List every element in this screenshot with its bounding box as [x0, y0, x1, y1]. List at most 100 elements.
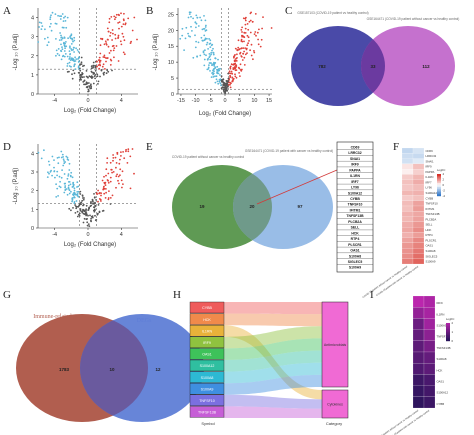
heatmap-legend-swatch — [437, 188, 441, 191]
volcano-point — [219, 74, 221, 76]
x-tick-label: 0 — [86, 232, 89, 238]
heatmap-legend-swatch — [437, 175, 441, 178]
volcano-point — [60, 176, 63, 179]
volcano-point — [94, 69, 97, 72]
volcano-point — [245, 47, 248, 50]
gene-table-cell: IFITM1 — [350, 208, 361, 212]
volcano-point — [247, 28, 250, 31]
volcano-point — [103, 54, 106, 57]
volcano-point — [209, 39, 212, 42]
volcano-point — [195, 26, 197, 29]
volcano-point — [77, 61, 80, 63]
heatmap-legend-swatch — [446, 338, 450, 340]
volcano-point — [216, 80, 219, 83]
volcano-point — [98, 210, 101, 213]
volcano-point — [100, 69, 103, 71]
volcano-point — [69, 45, 71, 48]
volcano-point — [72, 207, 74, 209]
volcano-point — [70, 65, 72, 68]
volcano-point — [107, 198, 110, 201]
volcano-point — [112, 49, 115, 52]
volcano-point — [61, 55, 64, 58]
volcano-point — [192, 17, 195, 20]
heatmap-cell — [401, 216, 414, 222]
y-tick-label: 2 — [31, 189, 34, 195]
heatmap-cell — [401, 221, 414, 228]
venn-g-overlap-count: 10 — [109, 367, 115, 372]
x-tick-label: 4 — [120, 98, 123, 104]
volcano-point — [96, 65, 98, 68]
volcano-point — [203, 39, 206, 42]
volcano-point — [64, 47, 66, 50]
gene-table-cell: S100A8 — [349, 254, 361, 258]
volcano-point — [97, 212, 99, 215]
volcano-point — [99, 44, 102, 47]
volcano-point — [93, 203, 95, 205]
heatmap-legend-swatch — [437, 186, 441, 189]
volcano-point — [63, 162, 66, 165]
volcano-point — [211, 49, 213, 52]
heatmap-cell — [412, 374, 425, 386]
volcano-point — [234, 59, 237, 62]
volcano-point — [92, 67, 94, 69]
gene-table-cell: OAS1 — [350, 249, 359, 253]
volcano-point — [120, 155, 122, 157]
volcano-point — [103, 187, 106, 190]
volcano-point — [242, 35, 245, 38]
panel-label-d: D — [3, 141, 11, 153]
sankey-category-label: Cytokines — [327, 403, 343, 407]
volcano-point — [190, 25, 192, 28]
volcano-point — [91, 216, 94, 219]
volcano-point — [107, 70, 110, 73]
volcano-point — [223, 81, 226, 84]
volcano-point — [71, 73, 73, 76]
gene-table-cell: PLCB2A — [348, 220, 362, 224]
volcano-point — [212, 47, 214, 50]
volcano-point — [195, 40, 198, 43]
heatmap-cell — [412, 237, 425, 243]
heatmap-row-label: IRF7 — [426, 180, 433, 184]
volcano-point — [103, 185, 105, 188]
volcano-point — [65, 45, 68, 48]
volcano-point — [194, 34, 196, 37]
sankey-symbol-node — [189, 394, 225, 406]
volcano-point — [64, 20, 67, 22]
volcano-point — [203, 28, 206, 30]
volcano-point — [127, 148, 130, 151]
gene-table-cell: CYBB — [350, 197, 360, 201]
volcano-point — [102, 56, 105, 58]
volcano-point — [207, 68, 210, 70]
x-tick-label: -4 — [52, 232, 57, 238]
x-tick-label: -10 — [192, 98, 200, 104]
volcano-point — [61, 169, 63, 172]
volcano-point — [103, 192, 106, 195]
heatmap-i: LogFC IRF9 IL1RN S100A9 TNFSF10 TNFSF13B S100… — [373, 295, 454, 435]
venn-e-right-label: GSE164471 (COVID-19 patient with cancer … — [245, 149, 333, 153]
volcano-point — [94, 214, 96, 217]
volcano-point — [125, 150, 127, 153]
gene-table-cell: TNFSF10 — [348, 203, 363, 207]
volcano-point — [69, 46, 71, 49]
volcano-point — [91, 199, 94, 202]
volcano-point — [73, 189, 76, 192]
x-tick-label: -15 — [177, 98, 185, 104]
y-tick-label: 0 — [31, 226, 34, 232]
volcano-point — [98, 60, 101, 63]
volcano-point — [117, 179, 119, 182]
volcano-point — [212, 76, 215, 78]
volcano-point — [57, 195, 59, 197]
volcano-point — [79, 190, 82, 193]
volcano-point — [62, 26, 65, 29]
volcano-point — [109, 35, 111, 37]
panel-label-h: H — [173, 289, 181, 301]
volcano-point — [68, 50, 71, 52]
volcano-point — [58, 185, 61, 188]
venn-c-right-count: 112 — [422, 64, 430, 69]
volcano-point — [106, 27, 109, 30]
volcano-point — [118, 21, 121, 23]
y-tick-label: 10 — [168, 60, 174, 66]
x-tick-label: 4 — [120, 232, 123, 238]
heatmap-cell — [401, 153, 414, 159]
volcano-point — [85, 70, 88, 72]
volcano-point — [71, 59, 74, 62]
